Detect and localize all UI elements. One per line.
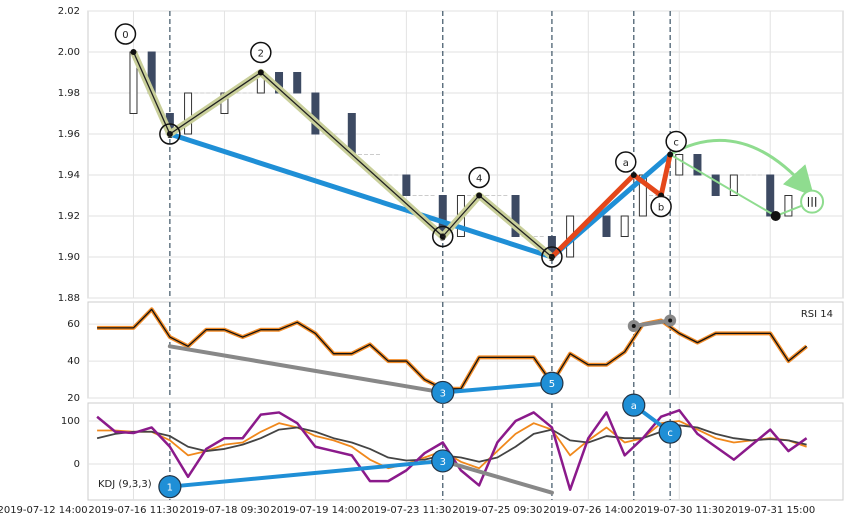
candle: [511, 195, 520, 237]
x-tick-label: 2019-07-19 14:00: [270, 505, 360, 516]
candle: [311, 92, 320, 135]
panel-frame: [87, 402, 844, 501]
y-tick-label: 2.00: [58, 47, 80, 58]
series-line: [97, 308, 808, 390]
y-tick-label: 20: [67, 393, 80, 404]
marker: [431, 449, 455, 473]
x-tick-label: 2019-07-30 11:30: [634, 505, 724, 516]
wave-label: 5: [549, 253, 555, 264]
marker: [622, 393, 646, 417]
marker-label: c: [667, 428, 673, 439]
y-tick-label: 1.90: [58, 252, 80, 263]
trend-line: [440, 458, 554, 495]
projection-label: |||: [807, 197, 818, 208]
wave-badge: [615, 151, 637, 173]
wave-dot: [667, 151, 674, 158]
candle: [293, 72, 302, 94]
wave-badge: [650, 195, 672, 218]
wave-label: 2: [258, 49, 264, 60]
projection-end: [800, 189, 825, 214]
wave-dot: [548, 254, 555, 260]
marker: [158, 475, 182, 499]
wave-dot: [630, 172, 637, 178]
candle: [693, 154, 702, 176]
x-tick-label: 2019-07-16 11:30: [88, 505, 178, 516]
x-tick-label: 2019-07-31 15:00: [725, 505, 815, 516]
x-tick-label: 2019-07-23 11:30: [361, 505, 451, 516]
trend-line: [167, 344, 445, 395]
wave-dot: [166, 131, 173, 137]
y-tick-label: 1.94: [58, 170, 80, 181]
wave-label: a: [623, 158, 629, 169]
wave-badge: [665, 130, 687, 153]
trend-dot-core: [668, 318, 673, 323]
trend-line: [167, 458, 445, 489]
wave-badge: [468, 166, 490, 189]
wave-dot: [130, 49, 137, 55]
wave-label: 4: [476, 174, 482, 185]
wave-badge: [432, 225, 454, 248]
candle: [184, 92, 193, 135]
series-glow: [97, 307, 808, 391]
candle: [675, 154, 684, 176]
wave-badge: [159, 123, 181, 145]
wave-label: 1: [167, 130, 173, 141]
marker-label: 5: [549, 379, 555, 390]
panel-label: RSI 14: [801, 309, 833, 320]
wave-label: b: [658, 203, 664, 214]
marker-label: a: [631, 401, 637, 412]
marker-label: 1: [167, 483, 173, 494]
y-tick-label: 1.96: [58, 129, 80, 140]
candle: [620, 215, 629, 237]
candle: [711, 174, 720, 196]
candle: [729, 174, 738, 196]
wave-label: c: [673, 138, 679, 149]
wave-label: 0: [122, 30, 128, 41]
trend-glow: [130, 50, 555, 260]
trend-line: [550, 153, 673, 259]
x-tick-label: 2019-07-18 09:30: [179, 505, 269, 516]
marker: [658, 420, 682, 444]
candle: [602, 215, 611, 237]
y-tick-label: 60: [67, 319, 80, 330]
x-tick-label: 2019-07-25 09:30: [452, 505, 542, 516]
marker: [540, 371, 564, 395]
marker-label: 3: [440, 388, 446, 399]
wave-dot: [257, 69, 264, 76]
y-tick-label: 1.98: [58, 88, 80, 99]
wave-label: 3: [440, 233, 446, 244]
trend-dot-core: [631, 324, 636, 328]
y-tick-label: 100: [61, 416, 80, 427]
y-tick-label: 2.02: [58, 6, 80, 17]
wave-badge: [114, 23, 137, 45]
trend-line: [440, 381, 554, 395]
y-tick-label: 40: [67, 356, 80, 367]
trend-line: [631, 318, 673, 328]
wave-badge: [250, 41, 272, 64]
marker-label: 3: [440, 457, 446, 468]
y-tick-label: 1.92: [58, 211, 80, 222]
wave-badge: [541, 246, 563, 268]
candle: [402, 174, 411, 196]
wave-dot: [476, 192, 483, 199]
candle: [766, 174, 775, 217]
panel-label: KDJ (9,3,3): [98, 479, 152, 490]
projection-arrow: [669, 138, 815, 197]
y-tick-label: 1.88: [58, 293, 80, 304]
wave-dot: [439, 233, 446, 240]
trend-line: [132, 51, 553, 258]
x-tick-label: 2019-07-12 14:00: [0, 505, 88, 516]
projection-dot: [770, 211, 781, 221]
y-tick-label: 0: [74, 459, 80, 470]
x-tick-label: 2019-07-26 14:00: [543, 505, 633, 516]
panel-frame: [87, 10, 844, 299]
